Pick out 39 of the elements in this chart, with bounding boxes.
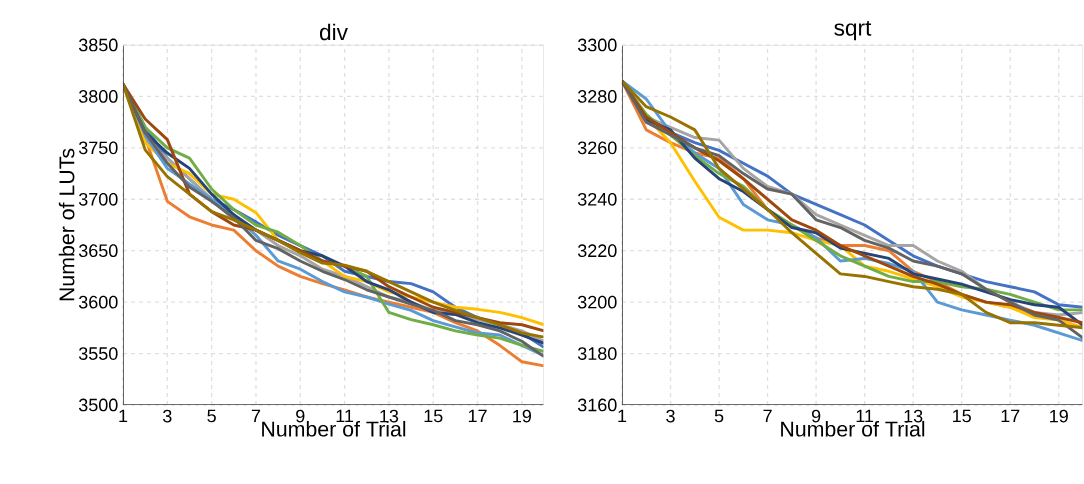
y-tick-label: 3500 (78, 398, 118, 412)
y-tick-label: 3750 (78, 141, 118, 155)
y-tick-label: 3220 (577, 244, 617, 258)
y-tick-label: 3200 (577, 295, 617, 309)
x-tick-label: 7 (763, 409, 772, 423)
x-tick-label: 11 (336, 409, 354, 423)
x-tick-label: 19 (513, 409, 531, 423)
x-tick-label: 9 (296, 409, 305, 423)
y-tick-label: 3240 (577, 192, 617, 206)
x-tick-label: 1 (618, 409, 627, 423)
x-tick-label: 7 (251, 409, 261, 423)
y-tick-label: 3160 (577, 398, 617, 412)
x-tick-label: 17 (1001, 409, 1020, 423)
x-tick-label: 5 (714, 409, 724, 423)
y-tick-label: 3280 (577, 90, 617, 103)
y-tick-label: 3600 (78, 295, 118, 309)
x-tick-label: 11 (856, 409, 874, 423)
x-tick-label: 13 (904, 409, 923, 423)
x-tick-label: 17 (468, 409, 487, 423)
x-tick-label: 1 (119, 409, 128, 423)
y-tick-label: 3260 (577, 141, 617, 155)
y-tick-label: 3180 (577, 347, 617, 360)
y-axis-title: Number of LUTs (58, 148, 75, 301)
x-tick-label: 19 (1050, 409, 1068, 423)
y-tick-label: 3800 (78, 90, 118, 103)
y-tick-label: 3550 (78, 347, 118, 360)
y-tick-label: 3850 (78, 38, 118, 52)
y-tick-label: 3300 (577, 38, 617, 52)
x-tick-label: 13 (380, 409, 399, 423)
x-tick-label: 3 (666, 409, 675, 423)
x-tick-label: 15 (424, 409, 443, 423)
x-tick-label: 5 (207, 409, 216, 423)
x-tick-label: 3 (163, 409, 172, 423)
y-tick-label: 3700 (78, 192, 118, 206)
x-tick-label: 9 (811, 409, 821, 423)
chart-title: sqrt (834, 20, 872, 41)
x-tick-label: 15 (953, 409, 971, 423)
chart-title: div (319, 23, 348, 41)
y-tick-label: 3650 (78, 244, 118, 258)
